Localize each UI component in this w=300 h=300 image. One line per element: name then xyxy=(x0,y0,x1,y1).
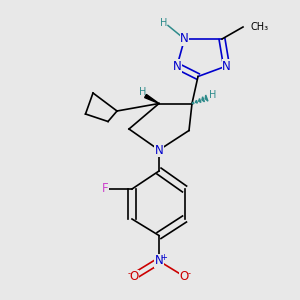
Text: N: N xyxy=(154,143,164,157)
Polygon shape xyxy=(192,102,194,104)
Polygon shape xyxy=(205,95,208,101)
Text: CH₃: CH₃ xyxy=(250,22,268,32)
Text: O: O xyxy=(129,270,138,283)
Text: N: N xyxy=(222,59,231,73)
Text: -: - xyxy=(188,269,190,278)
Polygon shape xyxy=(195,100,197,103)
Text: +: + xyxy=(160,253,167,262)
Text: H: H xyxy=(139,87,146,97)
Text: H: H xyxy=(160,17,168,28)
Text: H: H xyxy=(209,90,216,100)
Text: N: N xyxy=(172,59,182,73)
Text: F: F xyxy=(102,182,108,196)
Text: -: - xyxy=(128,269,130,278)
Polygon shape xyxy=(145,94,159,103)
Polygon shape xyxy=(199,98,201,103)
Text: N: N xyxy=(180,32,189,46)
Text: N: N xyxy=(154,254,164,268)
Polygon shape xyxy=(202,97,205,102)
Text: O: O xyxy=(180,270,189,283)
